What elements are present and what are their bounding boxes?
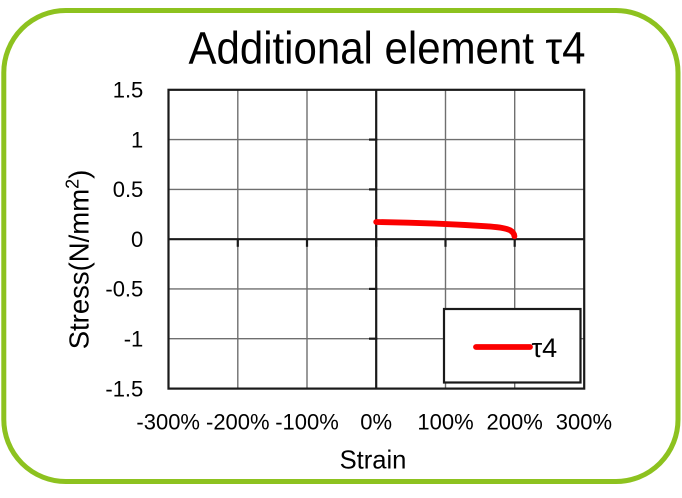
- svg-text:1.5: 1.5: [113, 78, 144, 103]
- svg-text:200%: 200%: [487, 410, 543, 435]
- svg-text:-1.5: -1.5: [105, 376, 143, 401]
- svg-text:100%: 100%: [417, 410, 473, 435]
- svg-text:300%: 300%: [556, 410, 612, 435]
- svg-text:-200%: -200%: [206, 410, 270, 435]
- svg-text:Additional element τ4: Additional element τ4: [189, 23, 586, 74]
- svg-text:Strain: Strain: [340, 447, 407, 475]
- svg-text:-300%: -300%: [136, 410, 200, 435]
- svg-text:-100%: -100%: [275, 410, 339, 435]
- svg-text:-0.5: -0.5: [105, 277, 143, 302]
- svg-text:-1: -1: [124, 327, 144, 352]
- svg-text:0%: 0%: [360, 410, 392, 435]
- svg-text:Stress(N/mm2): Stress(N/mm2): [62, 170, 94, 350]
- svg-text:0: 0: [131, 227, 143, 252]
- svg-text:τ4: τ4: [532, 333, 558, 363]
- svg-text:1: 1: [131, 127, 143, 152]
- svg-text:0.5: 0.5: [113, 177, 144, 202]
